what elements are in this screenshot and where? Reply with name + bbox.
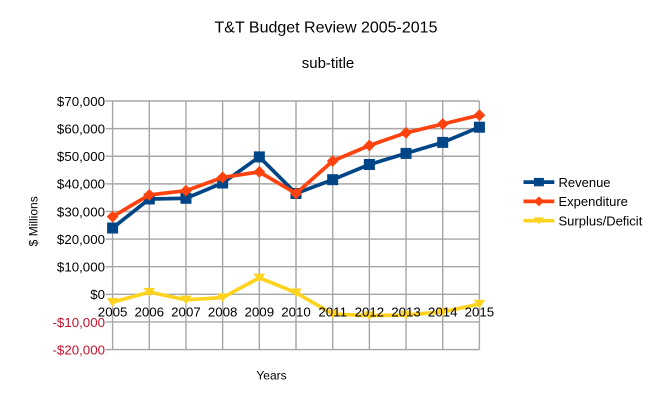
svg-text:2007: 2007 <box>171 304 201 319</box>
svg-text:Revenue: Revenue <box>559 175 611 190</box>
svg-text:$10,000: $10,000 <box>57 260 105 275</box>
svg-text:2013: 2013 <box>391 304 421 319</box>
svg-text:2014: 2014 <box>428 304 458 319</box>
svg-text:2012: 2012 <box>355 304 385 319</box>
svg-text:2008: 2008 <box>208 304 238 319</box>
svg-text:$40,000: $40,000 <box>57 177 105 192</box>
svg-text:$0: $0 <box>90 287 105 302</box>
svg-text:2010: 2010 <box>281 304 311 319</box>
svg-text:$ Millions: $ Millions <box>27 196 41 246</box>
svg-text:Expenditure: Expenditure <box>559 194 628 209</box>
svg-text:T&T Budget Review 2005-2015: T&T Budget Review 2005-2015 <box>215 20 438 37</box>
svg-text:2009: 2009 <box>245 304 275 319</box>
svg-text:2015: 2015 <box>465 304 495 319</box>
svg-text:$70,000: $70,000 <box>57 94 105 109</box>
svg-text:sub-title: sub-title <box>302 55 355 72</box>
svg-text:-$20,000: -$20,000 <box>53 342 106 357</box>
svg-text:$50,000: $50,000 <box>57 149 105 164</box>
svg-text:2006: 2006 <box>134 304 164 319</box>
svg-text:$30,000: $30,000 <box>57 204 105 219</box>
svg-text:Years: Years <box>256 369 286 383</box>
svg-text:Surplus/Deficit: Surplus/Deficit <box>559 213 643 228</box>
svg-text:2005: 2005 <box>98 304 128 319</box>
svg-text:2011: 2011 <box>318 304 347 319</box>
svg-text:$20,000: $20,000 <box>57 232 105 247</box>
svg-text:-$10,000: -$10,000 <box>53 315 106 330</box>
svg-text:$60,000: $60,000 <box>57 121 105 136</box>
